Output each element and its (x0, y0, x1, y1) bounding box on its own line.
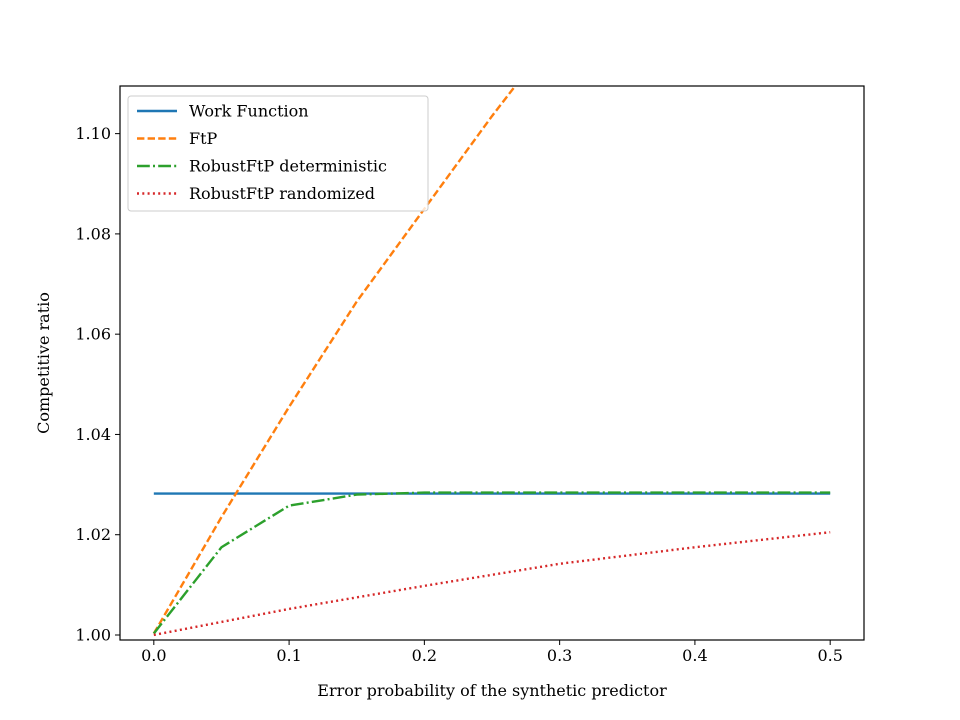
y-axis-label: Competitive ratio (34, 292, 53, 434)
x-tick-label: 0.4 (682, 646, 707, 665)
series-layer (152, 86, 831, 637)
series-line-2 (152, 86, 517, 635)
y-tick-label: 1.10 (75, 124, 111, 143)
x-tick-label: 0.5 (817, 646, 842, 665)
x-axis: 0.0 0.1 0.2 0.3 0.4 0.5 (141, 640, 843, 665)
x-tick-label: 0.3 (547, 646, 572, 665)
legend-label: FtP (189, 129, 218, 148)
legend-box (127, 95, 429, 212)
legend-label: RobustFtP randomized (189, 184, 375, 203)
y-tick-label: 1.00 (75, 625, 111, 644)
plot-frame (119, 85, 865, 641)
series-line-4 (153, 531, 831, 637)
series-line-3 (152, 491, 831, 635)
y-axis: 1.00 1.02 1.04 1.06 1.08 1.10 (75, 124, 120, 644)
y-tick-label: 1.04 (75, 425, 111, 444)
x-tick-label: 0.0 (141, 646, 166, 665)
y-tick-label: 1.06 (75, 325, 111, 344)
x-tick-label: 0.2 (412, 646, 437, 665)
x-axis-label: Error probability of the synthetic predi… (317, 681, 667, 700)
x-tick-label: 0.1 (276, 646, 301, 665)
y-tick-label: 1.02 (75, 525, 111, 544)
legend: Work Function FtP RobustFtP deterministic R… (127, 95, 429, 212)
legend-label: RobustFtP deterministic (189, 157, 387, 176)
y-tick-label: 1.08 (75, 224, 111, 243)
legend-label: Work Function (189, 102, 309, 121)
